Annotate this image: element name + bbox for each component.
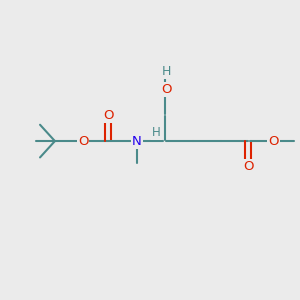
Text: O: O: [78, 135, 88, 148]
Text: O: O: [103, 109, 114, 122]
Text: H: H: [152, 126, 161, 139]
Text: N: N: [132, 135, 142, 148]
Text: O: O: [243, 160, 253, 173]
Text: H: H: [162, 65, 171, 78]
Text: O: O: [268, 135, 279, 148]
Text: O: O: [161, 82, 172, 96]
